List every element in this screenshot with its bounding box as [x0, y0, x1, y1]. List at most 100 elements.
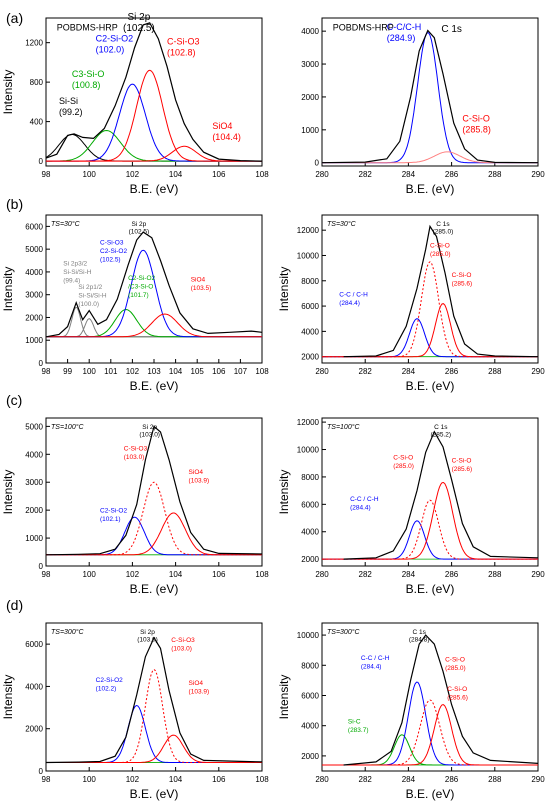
- y-tick-label: 1200: [25, 39, 43, 48]
- plot-area: [322, 430, 538, 560]
- panel-b-right: 280 282 284 286 288 290 2000 4000 6000 8000 10000 1…: [277, 214, 545, 393]
- peak-label: (103.0): [137, 636, 158, 643]
- envelope-line: [322, 29, 538, 164]
- envelope-line: [343, 634, 538, 766]
- component-peak-3: [322, 704, 538, 766]
- envelope-line: [46, 231, 262, 338]
- x-tick-label: 102: [126, 775, 140, 784]
- x-tick-label: 284: [402, 775, 416, 784]
- component-label: C-Si-O3: [171, 637, 195, 644]
- x-tick-label: 288: [488, 367, 502, 376]
- x-tick-label: 290: [531, 170, 545, 179]
- x-tick-label: 98: [42, 170, 51, 179]
- y-tick-label: 2000: [25, 506, 43, 515]
- peak-label: (103.0): [139, 431, 160, 438]
- component-label: Si-C: [348, 719, 361, 726]
- x-tick-label: 108: [255, 170, 269, 179]
- y-tick-label: 4000: [301, 327, 319, 336]
- component-label: C-C/C-H: [387, 22, 422, 32]
- row-label-c: (c): [6, 392, 23, 408]
- y-tick-label: 10000: [297, 446, 320, 455]
- plot-area: [46, 636, 262, 764]
- y-tick-label: 12000: [297, 226, 320, 235]
- peak-label: (285.2): [430, 431, 451, 438]
- component-label: (285.6): [447, 695, 468, 702]
- component-label: (285.6): [452, 281, 473, 288]
- x-tick-label: 280: [315, 570, 329, 579]
- x-tick-label: 282: [359, 775, 373, 784]
- component-peak-2: [322, 481, 538, 560]
- x-tick-label: 98: [42, 570, 51, 579]
- component-label: (102.2): [96, 686, 117, 693]
- component-label: (285.6): [452, 466, 473, 473]
- plot-area: [322, 29, 538, 164]
- component-label: (100.0): [78, 301, 99, 308]
- y-tick-label: 400: [30, 118, 44, 127]
- x-tick-label: 282: [359, 367, 373, 376]
- x-tick-label: 102: [126, 170, 140, 179]
- component-label: (283.7): [348, 727, 369, 734]
- y-tick-label: 2000: [25, 313, 43, 322]
- x-tick-label: 105: [191, 367, 205, 376]
- component-peak-2: [46, 734, 262, 763]
- panel-d-left: 98 100 102 104 106 108 0 2000 4000 6000 B.E. (eV) I…: [1, 622, 269, 801]
- component-label: (103.0): [171, 646, 192, 653]
- x-tick-label: 284: [402, 570, 416, 579]
- y-tick-label: 6000: [25, 222, 43, 231]
- x-axis-label: B.E. (eV): [406, 379, 455, 393]
- temperature-label: TS=300°C: [327, 628, 361, 636]
- component-label: C-Si-O: [447, 686, 467, 693]
- y-tick-label: 6000: [301, 691, 319, 700]
- component-label: SiO4: [212, 121, 232, 131]
- x-tick-label: 104: [169, 170, 183, 179]
- row-label-d: (d): [6, 597, 24, 613]
- x-tick-label: 99: [63, 367, 72, 376]
- sample-label: POBDMS-HRP: [57, 22, 118, 32]
- envelope-line: [46, 22, 262, 162]
- component-label: SiO4: [189, 680, 204, 687]
- component-label: (100.8): [72, 80, 101, 90]
- plot-frame: [321, 417, 539, 567]
- temperature-label: TS=30°C: [327, 220, 357, 228]
- component-label: (284.9): [387, 33, 416, 43]
- y-tick-label: 10000: [297, 631, 320, 640]
- x-tick-label: 98: [42, 367, 51, 376]
- component-peak-0: [46, 516, 262, 556]
- plot-frame: [321, 214, 539, 364]
- y-tick-label: 0: [39, 359, 44, 368]
- y-tick-label: 3000: [25, 291, 43, 300]
- x-tick-label: 107: [234, 367, 248, 376]
- y-tick-label: 4000: [25, 450, 43, 459]
- x-tick-label: 290: [531, 367, 545, 376]
- peak-label: (102.5): [129, 228, 150, 235]
- y-tick-label: 0: [39, 157, 44, 166]
- temperature-label: TS=100°C: [51, 423, 85, 431]
- panel-a-left: 98 100 102 104 106 108 0 400 800 1200 B.E. (eV) Int…: [1, 12, 269, 196]
- peak-label: C 1s: [441, 24, 462, 35]
- x-tick-label: 100: [83, 570, 97, 579]
- x-tick-label: 288: [488, 570, 502, 579]
- x-tick-label: 280: [315, 775, 329, 784]
- y-tick-label: 0: [39, 767, 44, 776]
- sample-label: POBDMS-HRP: [333, 22, 394, 32]
- component-label: C3-Si-O: [72, 69, 105, 79]
- x-tick-label: 100: [83, 170, 97, 179]
- x-tick-label: 102: [126, 367, 140, 376]
- x-tick-label: 103: [147, 367, 161, 376]
- envelope-line: [46, 425, 262, 556]
- y-tick-label: 8000: [301, 473, 319, 482]
- component-label: (285.0): [430, 251, 451, 258]
- panel-b-left: 98 99 100 101 102 103 104 105 106 107 108 0 1000 2000…: [1, 214, 269, 393]
- plot-area: [322, 634, 538, 766]
- component-label: (103.9): [189, 478, 210, 485]
- component-label: C-Si-O: [452, 272, 472, 279]
- envelope-line: [343, 430, 538, 560]
- y-tick-label: 1000: [25, 336, 43, 345]
- plot-frame: [45, 622, 263, 772]
- component-label: (103.0): [124, 454, 145, 461]
- component-peak-0: [46, 704, 262, 763]
- component-label: C-C / C-H: [361, 655, 390, 662]
- plot-area: [46, 231, 262, 338]
- component-label: (101.7): [128, 292, 149, 299]
